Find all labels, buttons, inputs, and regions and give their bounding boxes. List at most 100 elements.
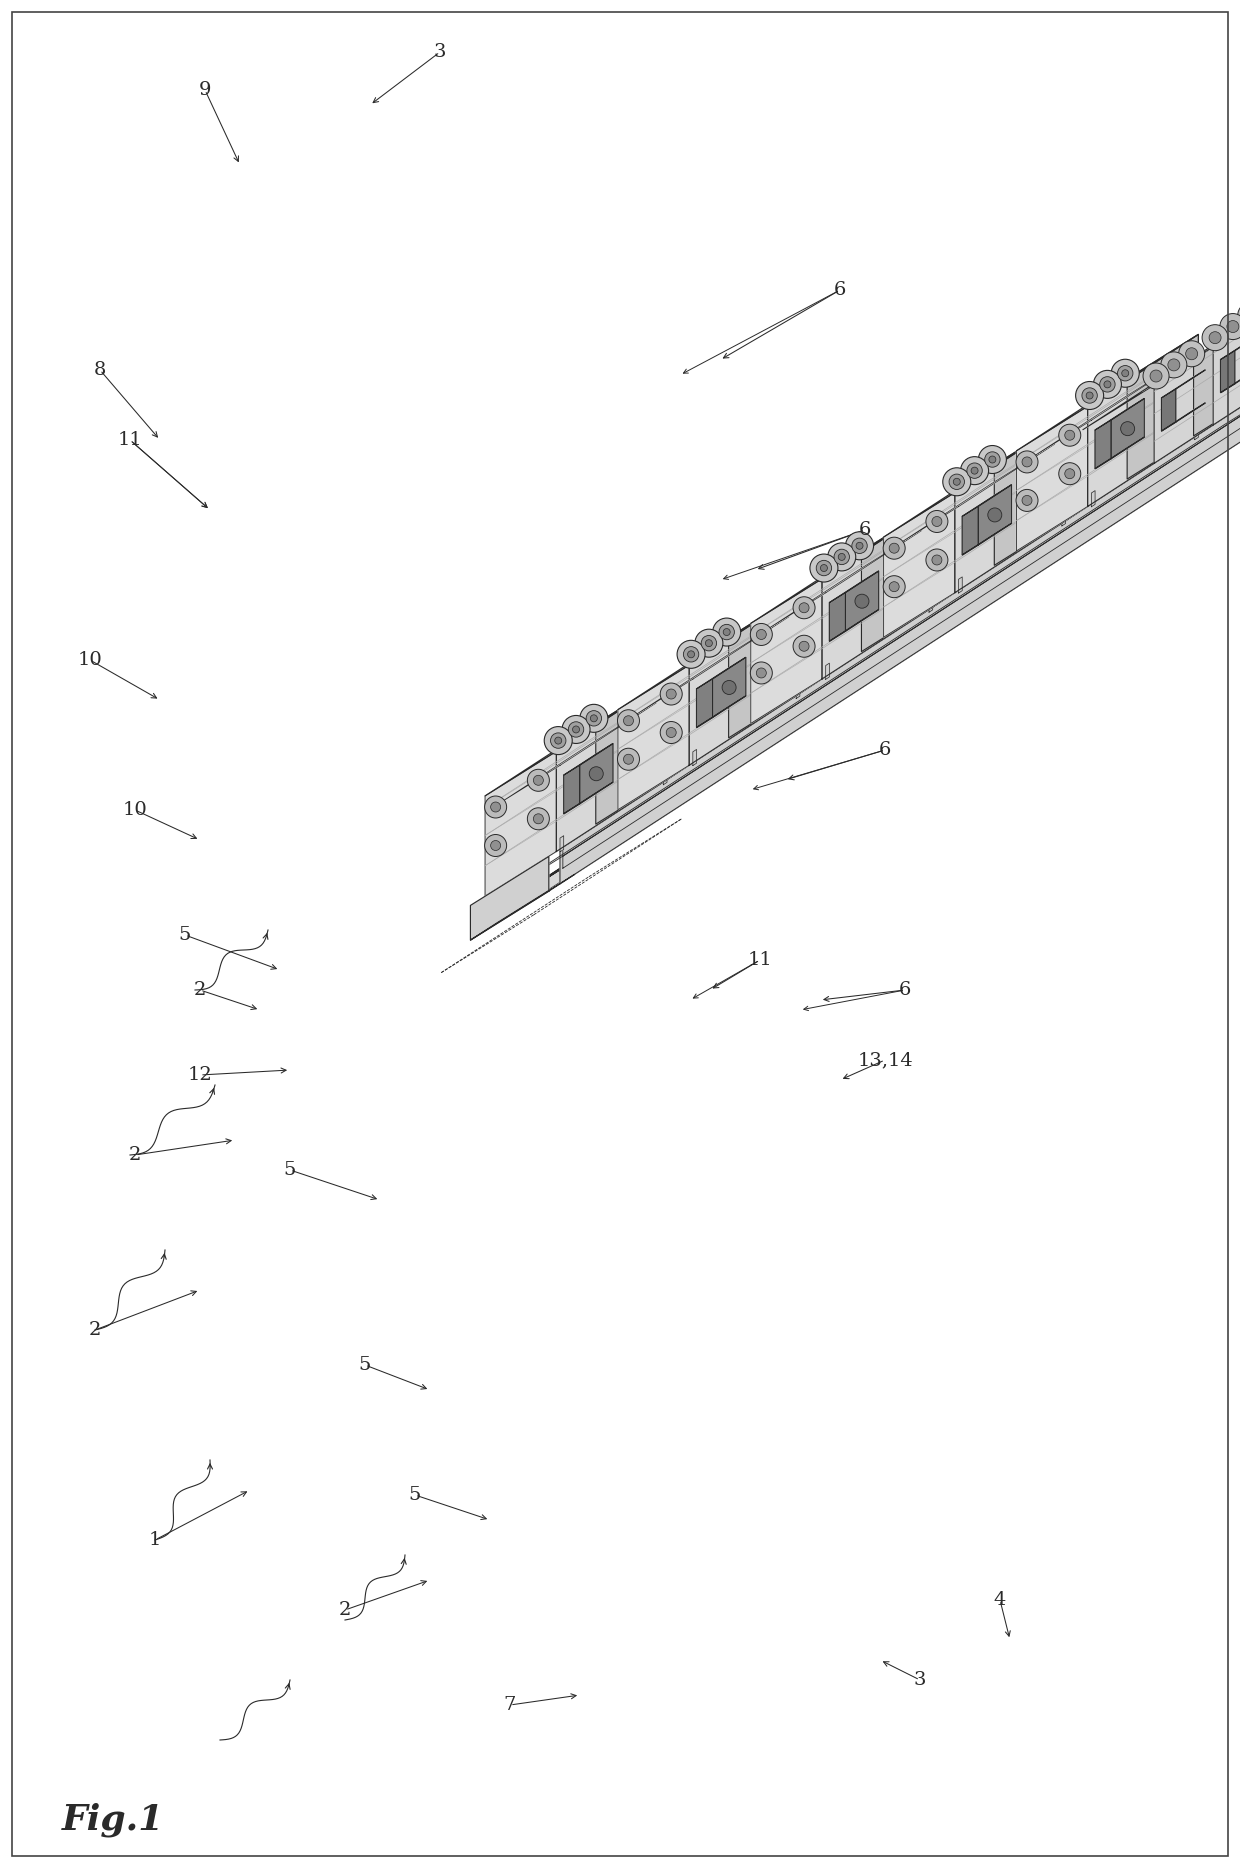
Circle shape [1185,347,1198,361]
Circle shape [954,478,960,486]
Polygon shape [563,377,1240,869]
Circle shape [1083,389,1097,403]
Text: 6: 6 [899,981,911,999]
Circle shape [985,452,1001,467]
Polygon shape [962,486,1012,516]
Polygon shape [489,428,1239,915]
Polygon shape [560,370,1240,884]
Text: 2: 2 [129,1145,141,1164]
Circle shape [666,727,676,738]
Circle shape [932,516,942,527]
Polygon shape [548,390,1240,878]
Circle shape [856,542,863,549]
Text: Fig.1: Fig.1 [62,1803,165,1838]
Polygon shape [557,680,667,852]
Polygon shape [1127,334,1198,478]
Circle shape [1161,351,1187,377]
Text: 3: 3 [914,1672,926,1689]
Polygon shape [830,609,879,641]
Polygon shape [1162,403,1205,432]
Circle shape [573,727,579,732]
Text: 4: 4 [993,1592,1006,1608]
Polygon shape [485,751,557,897]
Polygon shape [629,616,789,719]
Polygon shape [822,506,932,678]
Text: 9: 9 [198,80,211,99]
Circle shape [1220,314,1240,340]
Circle shape [1059,424,1081,446]
Circle shape [491,841,501,850]
Text: 1: 1 [149,1532,161,1549]
Circle shape [527,770,549,792]
Polygon shape [564,743,613,775]
Circle shape [799,641,808,652]
Circle shape [723,628,730,635]
Circle shape [1075,381,1104,409]
Circle shape [624,755,634,764]
Circle shape [810,555,838,583]
Circle shape [799,603,808,613]
Circle shape [618,710,640,732]
Polygon shape [563,368,1240,856]
Circle shape [677,641,706,669]
Circle shape [551,732,565,749]
Polygon shape [697,697,745,727]
Circle shape [794,596,815,618]
Polygon shape [729,594,800,738]
Text: 13,14: 13,14 [857,1052,913,1068]
Circle shape [852,538,867,553]
Polygon shape [689,594,800,766]
Circle shape [683,646,699,661]
Circle shape [926,510,947,532]
Polygon shape [618,665,689,809]
Circle shape [949,474,965,489]
Polygon shape [1061,510,1065,527]
Circle shape [1059,463,1081,484]
Polygon shape [1162,370,1205,398]
Circle shape [750,661,773,684]
Text: 5: 5 [179,927,191,943]
Circle shape [1117,366,1133,381]
Circle shape [1016,489,1038,512]
Polygon shape [862,506,932,652]
Circle shape [988,508,1002,521]
Circle shape [694,630,723,658]
Circle shape [1065,469,1075,478]
Circle shape [835,549,849,564]
Polygon shape [1095,398,1145,430]
Polygon shape [994,420,1065,566]
Polygon shape [1095,420,1111,469]
Circle shape [838,553,846,560]
Text: 2: 2 [89,1321,102,1339]
Polygon shape [1028,359,1188,460]
Polygon shape [470,856,549,940]
Circle shape [1022,458,1032,467]
Circle shape [533,775,543,785]
Circle shape [1016,450,1038,473]
Circle shape [618,749,640,770]
Circle shape [1065,430,1075,441]
Polygon shape [560,390,1240,884]
Polygon shape [1091,491,1095,506]
Circle shape [889,544,899,553]
Polygon shape [1162,389,1176,432]
Circle shape [624,715,634,727]
Polygon shape [697,658,745,689]
Polygon shape [560,835,564,852]
Circle shape [1121,422,1135,435]
Polygon shape [830,592,846,641]
Circle shape [756,630,766,639]
Circle shape [1226,321,1239,333]
Polygon shape [962,523,1012,555]
Text: 7: 7 [503,1696,516,1715]
Text: 10: 10 [78,652,103,669]
Circle shape [562,715,590,743]
Circle shape [1111,359,1140,387]
Circle shape [1179,340,1204,366]
Text: 12: 12 [187,1067,212,1083]
Circle shape [688,650,694,658]
Circle shape [821,564,827,572]
Circle shape [580,704,608,732]
Circle shape [971,467,978,474]
Circle shape [1238,303,1240,329]
